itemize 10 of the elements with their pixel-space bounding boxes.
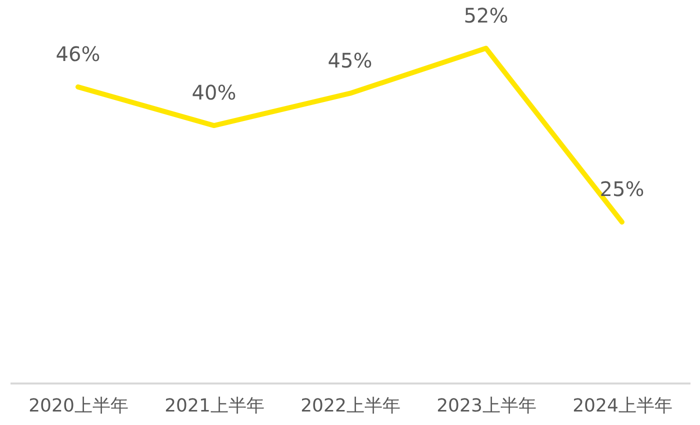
data-label: 40% — [192, 80, 236, 105]
x-tick-label: 2022上半年 — [300, 396, 400, 416]
data-label: 52% — [464, 3, 508, 28]
x-tick-label: 2021上半年 — [164, 396, 264, 416]
x-tick-label: 2020上半年 — [28, 396, 128, 416]
x-tick-label: 2024上半年 — [572, 396, 672, 416]
data-label: 25% — [600, 177, 644, 202]
x-tick-label: 2023上半年 — [436, 396, 536, 416]
data-label: 45% — [328, 48, 372, 72]
data-label: 46% — [56, 42, 100, 66]
